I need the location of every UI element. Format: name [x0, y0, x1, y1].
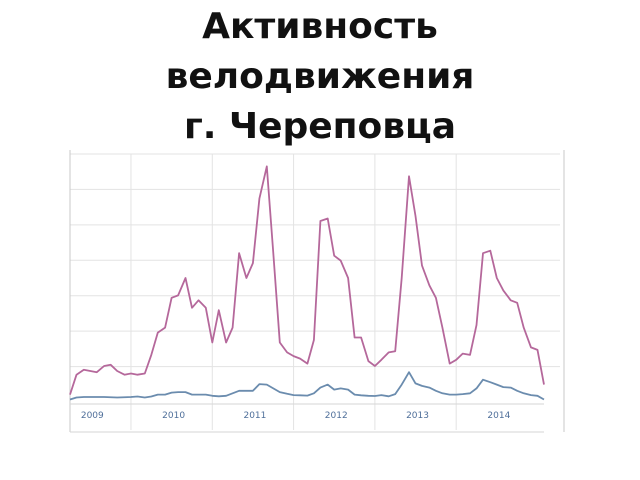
x-tick-labels: 2009 2010 2011 2012 2013 2014 — [81, 411, 511, 421]
line-chart: 2009 2010 2011 2012 2013 2014 — [69, 150, 565, 433]
x-tick-label: 2013 — [406, 411, 429, 421]
slide-title: Активность велодвижения г. Череповца — [0, 2, 640, 152]
series-line-2 — [69, 371, 545, 401]
x-tick-label: 2012 — [325, 411, 348, 421]
series-lines — [69, 165, 545, 401]
chart-area: 2009 2010 2011 2012 2013 2014 — [66, 150, 566, 434]
x-tick-label: 2009 — [81, 411, 104, 421]
gridlines — [70, 153, 560, 430]
series-line-1 — [69, 165, 545, 395]
x-tick-label: 2010 — [162, 411, 185, 421]
title-line-2: велодвижения — [165, 56, 475, 97]
axes — [69, 150, 565, 433]
title-line-1: Активность — [202, 6, 438, 47]
x-tick-label: 2011 — [243, 411, 266, 421]
title-line-3: г. Череповца — [183, 106, 457, 147]
x-tick-label: 2014 — [487, 411, 510, 421]
